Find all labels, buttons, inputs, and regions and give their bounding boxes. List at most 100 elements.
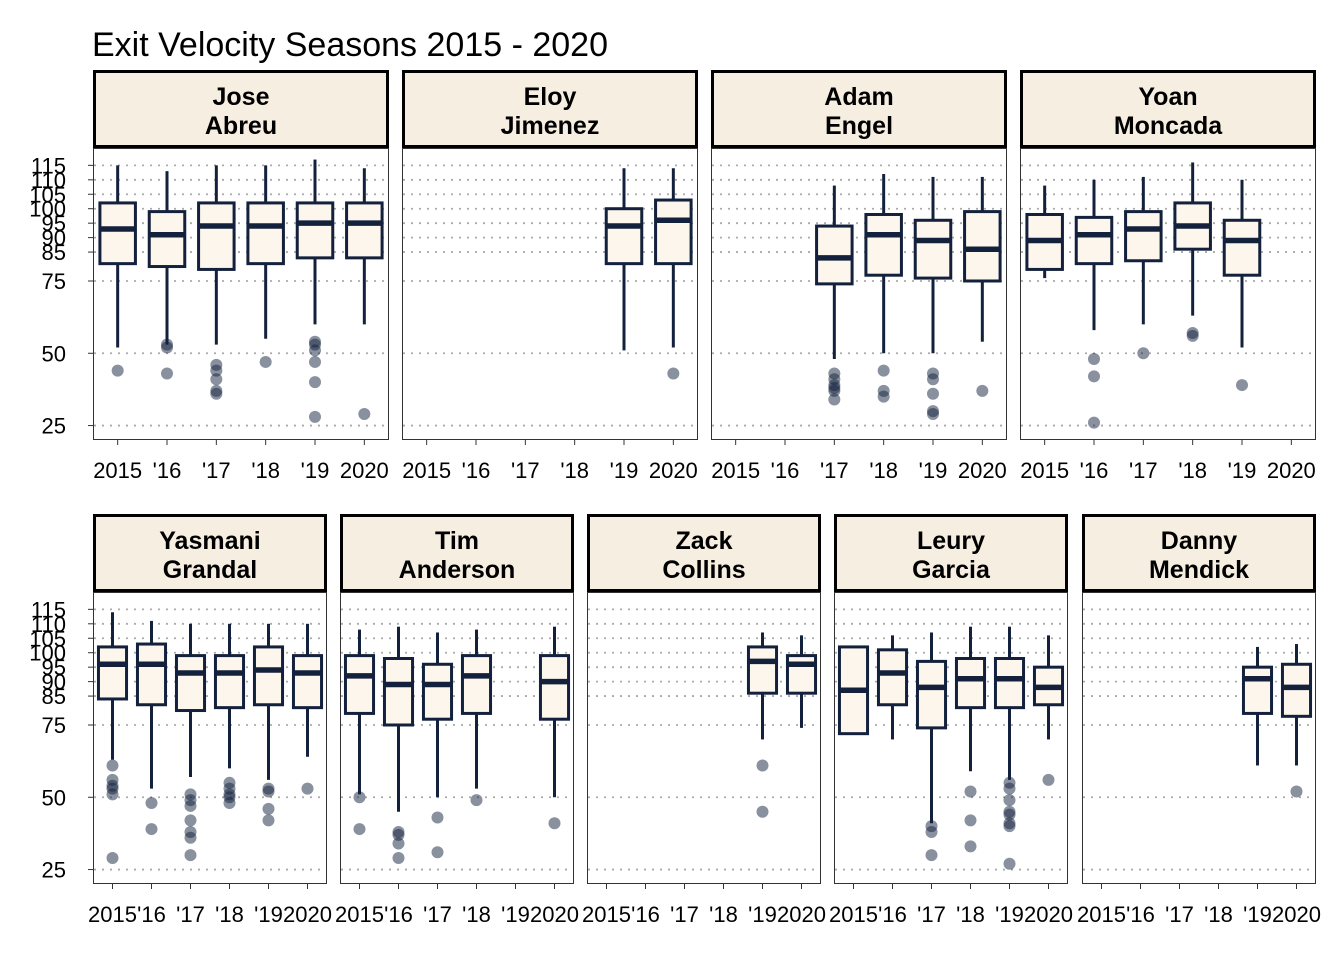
box-iqr <box>538 654 571 721</box>
box-iqr <box>147 210 187 269</box>
facet-strip <box>587 514 821 592</box>
outlier-point <box>964 785 977 798</box>
outlier-point <box>1186 329 1199 342</box>
box-iqr <box>213 654 246 710</box>
outlier-point <box>161 367 173 380</box>
x-tick-label: '19 <box>995 902 1024 927</box>
box-engel-17 <box>815 185 854 406</box>
x-tick-label: '16 <box>771 458 800 483</box>
facet-strip-last-name: Collins <box>662 556 745 584</box>
facet-strip-first-name: Tim <box>435 527 479 555</box>
x-tick-label: 2015 <box>582 902 631 927</box>
outlier-point <box>353 791 366 804</box>
x-tick-label: '16 <box>1126 902 1155 927</box>
facet-panel <box>1020 148 1316 440</box>
y-tick-label: 75 <box>42 713 66 738</box>
y-tick-label: 105 <box>29 182 66 207</box>
outlier-point <box>927 373 939 386</box>
outlier-point <box>1088 353 1100 366</box>
y-tick-label: 25 <box>42 414 66 439</box>
y-tick-label: 95 <box>42 211 66 236</box>
outlier-point <box>392 828 405 841</box>
y-tick-label: 25 <box>42 858 66 883</box>
outlier-point <box>877 390 890 403</box>
x-tick-label: 2015 <box>711 458 760 483</box>
box-iqr <box>345 201 384 260</box>
box-anderson-18 <box>460 629 493 807</box>
box-iqr <box>174 654 207 713</box>
facet-strip-last-name: Engel <box>825 112 893 140</box>
outlier-point <box>161 338 173 351</box>
box-iqr <box>343 654 376 715</box>
outlier-point <box>392 851 405 864</box>
box-abreu-2015 <box>98 165 137 377</box>
x-tick-label: '19 <box>748 902 777 927</box>
outlier-point <box>210 387 223 400</box>
x-tick-label: '19 <box>610 458 639 483</box>
box-moncada-2015 <box>1025 185 1064 279</box>
outlier-point <box>184 849 197 862</box>
box-garcia-18 <box>954 626 987 853</box>
y-tick-label: 90 <box>42 670 66 695</box>
box-iqr <box>197 201 236 271</box>
outlier-point <box>828 393 841 406</box>
x-tick-label: 2015 <box>402 458 451 483</box>
facet-strip <box>93 514 327 592</box>
outlier-point <box>1003 794 1016 807</box>
box-grandal-18 <box>213 623 246 810</box>
y-tick-label: 100 <box>29 197 66 222</box>
box-collins-2020 <box>785 635 818 728</box>
box-abreu-17 <box>197 165 236 400</box>
x-tick-label: '18 <box>560 458 589 483</box>
outlier-point <box>756 805 769 818</box>
outlier-point <box>145 797 158 810</box>
box-anderson-16 <box>382 626 415 864</box>
facet-strip-first-name: Jose <box>213 83 270 111</box>
y-tick-label: 85 <box>42 684 66 709</box>
box-engel-18 <box>864 174 903 403</box>
x-tick-label: '16 <box>137 902 166 927</box>
x-tick-label: '16 <box>384 902 413 927</box>
facet-strip-last-name: Garcia <box>912 556 991 584</box>
outlier-point <box>1088 416 1100 429</box>
outlier-point <box>1003 857 1016 870</box>
outlier-point <box>184 831 197 844</box>
box-moncada-19 <box>1222 179 1262 392</box>
facet-strip-first-name: Adam <box>824 83 893 111</box>
y-tick-label: 75 <box>42 269 66 294</box>
outlier-point <box>548 817 561 830</box>
facet-strip-first-name: Zack <box>676 527 733 555</box>
facet-panel <box>1082 592 1316 884</box>
outlier-point <box>145 823 158 836</box>
y-tick-label: 105 <box>29 626 66 651</box>
x-tick-label: '19 <box>919 458 948 483</box>
box-grandal-2015 <box>96 612 129 864</box>
box-iqr <box>746 645 779 695</box>
box-iqr <box>1124 210 1163 263</box>
y-tick-label: 115 <box>31 597 66 622</box>
outlier-point <box>1290 785 1303 798</box>
box-jimenez-2020 <box>654 168 693 380</box>
outlier-point <box>309 355 321 368</box>
x-tick-label: 2015 <box>93 458 142 483</box>
x-tick-label: '19 <box>254 902 283 927</box>
x-tick-label: 2020 <box>340 458 389 483</box>
facet-strip <box>834 514 1068 592</box>
outlier-point <box>1137 347 1150 360</box>
outlier-point <box>431 846 444 859</box>
outlier-point <box>184 814 197 827</box>
outlier-point <box>927 387 939 400</box>
box-iqr <box>291 654 324 710</box>
outlier-point <box>106 759 119 772</box>
outlier-point <box>301 782 314 795</box>
outlier-point <box>111 364 124 377</box>
x-tick-label: 2020 <box>1267 458 1316 483</box>
box-iqr <box>993 656 1026 710</box>
outlier-point <box>309 376 321 389</box>
outlier-point <box>223 797 236 810</box>
outlier-point <box>964 840 977 853</box>
x-tick-label: 2020 <box>530 902 579 927</box>
box-iqr <box>954 656 987 710</box>
box-garcia-19 <box>993 626 1026 870</box>
